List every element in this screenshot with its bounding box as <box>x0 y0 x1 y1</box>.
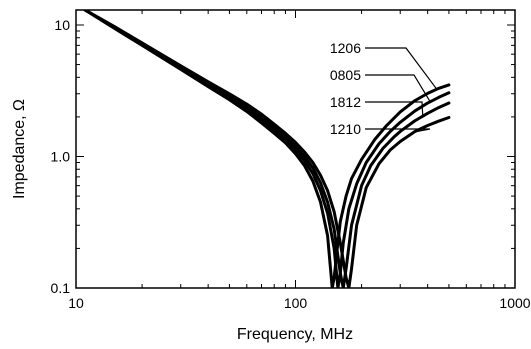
plot-frame <box>75 9 516 289</box>
legend-leader-1812 <box>365 101 424 117</box>
legend-leader-1210 <box>365 128 431 133</box>
legend-leader-1206 <box>365 47 438 90</box>
x-tick-label: 10 <box>68 295 84 311</box>
y-tick-label: 1.0 <box>51 148 71 164</box>
series-line-1206 <box>83 10 451 288</box>
series-line-1210 <box>83 10 451 288</box>
y-tick-label: 10 <box>54 17 70 33</box>
legend-label-1210: 1210 <box>330 121 361 137</box>
series-line-1812 <box>83 10 451 288</box>
ticks-layer: 10 100 1000 0.1 1.0 10 <box>51 10 531 311</box>
legend-label-0805: 0805 <box>330 67 361 83</box>
x-axis-title: Frequency, MHz <box>237 326 353 343</box>
legend-label-1812: 1812 <box>330 94 361 110</box>
legend-layer: 1206 0805 1812 1210 <box>330 40 438 137</box>
series-line-0805 <box>83 10 451 288</box>
legend-leader-0805 <box>365 74 431 102</box>
y-axis-title: Impedance, Ω <box>11 99 28 199</box>
x-tick-label: 1000 <box>499 295 530 311</box>
x-tick-label: 100 <box>284 295 308 311</box>
y-tick-label: 0.1 <box>51 280 71 296</box>
plot-layer <box>83 10 451 288</box>
legend-label-1206: 1206 <box>330 40 361 56</box>
